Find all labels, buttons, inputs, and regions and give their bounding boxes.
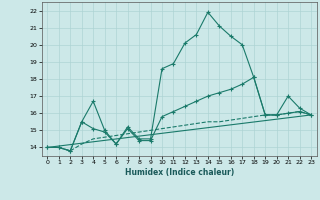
X-axis label: Humidex (Indice chaleur): Humidex (Indice chaleur) (124, 168, 234, 177)
